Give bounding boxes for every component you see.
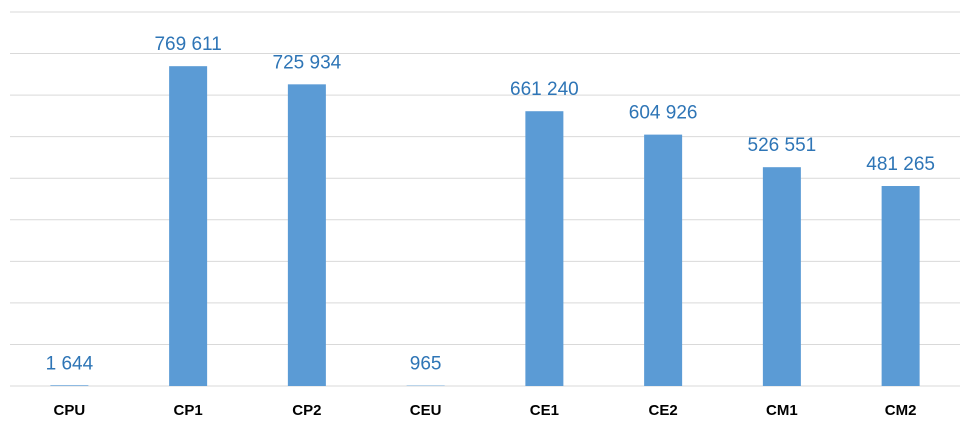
x-tick-label: CEU	[410, 402, 442, 419]
x-tick-label: CP2	[292, 402, 321, 419]
bar	[287, 84, 326, 386]
data-label: 661 240	[510, 79, 579, 100]
x-tick-label: CM2	[885, 402, 917, 419]
bar	[50, 385, 89, 386]
x-tick-label: CE2	[649, 402, 678, 419]
bar	[644, 134, 683, 386]
data-label: 1 644	[46, 353, 94, 374]
bar	[762, 167, 801, 386]
data-label: 769 611	[154, 34, 221, 55]
x-tick-label: CE1	[530, 402, 559, 419]
data-label: 965	[410, 354, 442, 375]
data-label: 604 926	[629, 103, 698, 124]
x-tick-label: CP1	[174, 402, 203, 419]
data-label: 526 551	[748, 135, 817, 156]
bar	[881, 186, 920, 386]
bar	[169, 66, 208, 387]
data-label: 481 265	[866, 154, 935, 175]
x-tick-label: CM1	[766, 402, 798, 419]
x-tick-label: CPU	[54, 402, 86, 419]
bar	[525, 111, 564, 386]
data-label: 725 934	[273, 52, 342, 73]
